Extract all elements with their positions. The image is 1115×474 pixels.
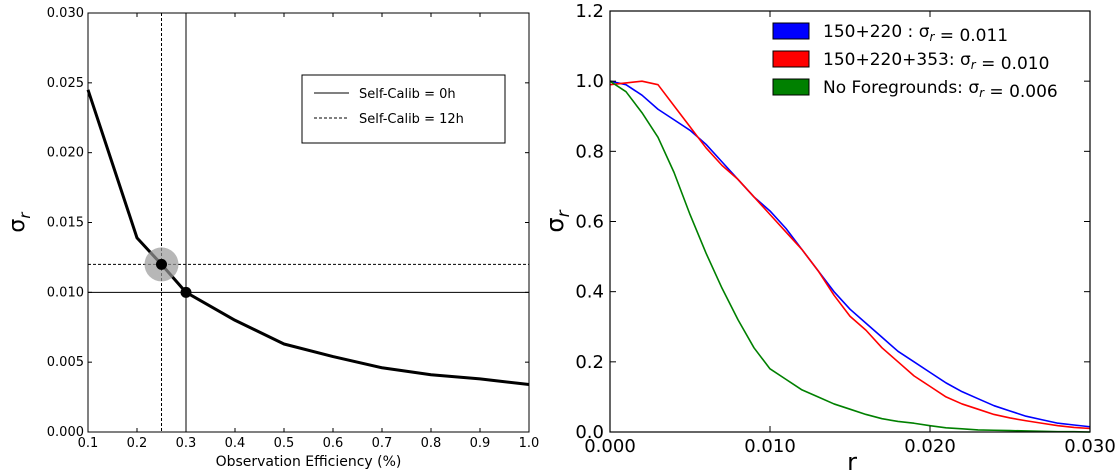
legend: 150+220 : σr = 0.011 150+220+353: σr = 0.… bbox=[772, 22, 1058, 102]
plot-frame bbox=[609, 10, 1091, 433]
y-axis-label: σr bbox=[5, 212, 34, 233]
y-tick-label: 0.000 bbox=[47, 425, 84, 440]
legend: Self-Calib = 0h Self-Calib = 12h bbox=[301, 74, 506, 144]
x-tick-label: 0.030 bbox=[1064, 436, 1115, 457]
series-line bbox=[609, 80, 1091, 433]
y-tick-label: 0.6 bbox=[575, 212, 604, 233]
y-tick-label: 1.0 bbox=[575, 71, 604, 92]
y-tick-label: 0.8 bbox=[575, 141, 604, 162]
legend-swatch bbox=[772, 78, 810, 96]
x-tick-label: 0.4 bbox=[225, 436, 246, 451]
legend-label: No Foregrounds: σr = 0.006 bbox=[823, 78, 1058, 102]
data-point-marker bbox=[156, 258, 167, 270]
series-line bbox=[609, 80, 1091, 428]
series-line bbox=[609, 80, 1091, 430]
x-axis-label: r bbox=[847, 448, 857, 474]
y-tick-label: 0.020 bbox=[47, 146, 84, 161]
x-tick-label: 0.7 bbox=[372, 436, 393, 451]
x-tick-label: 0.5 bbox=[274, 436, 295, 451]
y-axis-label: σr bbox=[541, 209, 574, 232]
x-tick-label: 0.8 bbox=[421, 436, 442, 451]
legend-label: Self-Calib = 0h bbox=[359, 87, 456, 102]
x-tick-label: 0.010 bbox=[744, 436, 796, 457]
y-tick-label: 0.0 bbox=[575, 422, 604, 443]
left-chart: 0.1 0.2 0.3 0.4 0.5 0.6 0.7 0.8 0.9 1.0 0.000 0.005… bbox=[5, 6, 539, 470]
y-tick-label: 1.2 bbox=[575, 1, 604, 22]
x-tick-label: 0.020 bbox=[904, 436, 956, 457]
right-chart: 0.000 0.010 0.020 0.030 0.0 0.2 0.4 0.6 0.8 1.0 1.… bbox=[541, 1, 1115, 474]
y-tick-label: 0.010 bbox=[47, 285, 84, 300]
x-tick-label: 0.9 bbox=[470, 436, 491, 451]
x-tick-label: 0.2 bbox=[127, 436, 148, 451]
y-tick-label: 0.4 bbox=[575, 282, 604, 303]
y-tick-label: 0.030 bbox=[47, 6, 84, 21]
legend-box bbox=[301, 74, 506, 144]
y-tick-label: 0.025 bbox=[47, 76, 84, 91]
data-point-marker bbox=[180, 286, 192, 298]
x-tick-label: 0.3 bbox=[176, 436, 197, 451]
legend-label: 150+220+353: σr = 0.010 bbox=[823, 50, 1049, 74]
x-axis-label: Observation Efficiency (%) bbox=[216, 454, 402, 470]
legend-swatch bbox=[772, 22, 810, 40]
x-tick-label: 0.1 bbox=[78, 436, 99, 451]
y-tick-label: 0.005 bbox=[47, 355, 84, 370]
y-tick-label: 0.015 bbox=[47, 216, 84, 231]
legend-label: 150+220 : σr = 0.011 bbox=[823, 22, 1008, 46]
y-tick-label: 0.2 bbox=[575, 352, 604, 373]
legend-label: Self-Calib = 12h bbox=[359, 112, 464, 127]
x-tick-label: 0.6 bbox=[323, 436, 344, 451]
x-tick-label: 1.0 bbox=[519, 436, 540, 451]
x-tick-label: 0.000 bbox=[584, 436, 636, 457]
legend-swatch bbox=[772, 50, 810, 68]
